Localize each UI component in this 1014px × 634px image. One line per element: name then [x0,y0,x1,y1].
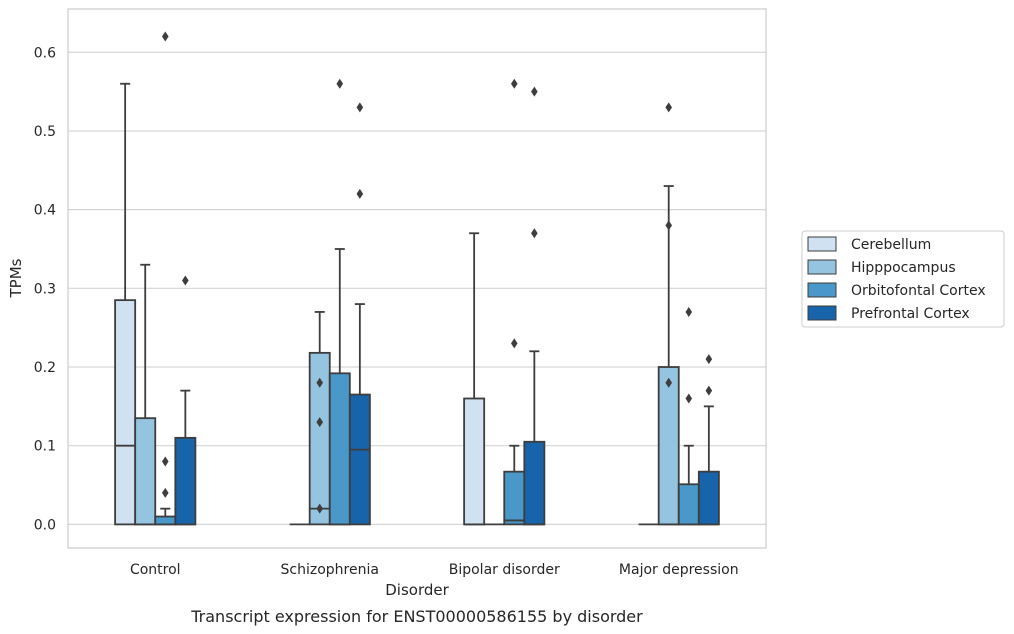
box-body [657,366,680,526]
outlier-point [316,503,324,514]
box-cerebellum [114,82,137,526]
x-tick-label: Control [130,562,181,578]
outlier-point [685,393,693,404]
outlier-point [531,228,538,239]
box-orbitofontal-cortex [328,78,351,526]
plot-frame [67,8,767,549]
box-body [677,483,700,526]
legend-swatch [807,259,837,275]
outlier-point [356,102,364,113]
y-axis-label: TPMs [7,258,25,298]
x-axis-label: Disorder [385,581,449,599]
box-body [463,397,486,526]
legend-frame [801,230,1005,328]
x-tick-label: Schizophrenia [281,562,379,578]
outlier-point [161,456,169,467]
box-plot-marks [114,31,720,526]
outlier-point [685,306,693,317]
box-hipppocampus [134,263,157,526]
box-prefrontal-cortex [348,102,371,526]
box-body [348,393,371,526]
box-body [174,436,197,526]
outlier-point [705,354,713,365]
y-tick-label: 0.5 [34,124,56,140]
y-tick-label: 0.3 [34,281,56,297]
outlier-point [356,188,364,199]
box-body [503,470,526,526]
y-axis-ticks: 0.0 0.1 0.2 0.3 0.4 0.5 0.6 [34,45,56,533]
y-tick-label: 0.1 [34,439,56,455]
box-orbitofontal-cortex [154,31,177,526]
box-hipppocampus [308,311,331,526]
box-prefrontal-cortex [174,275,197,526]
legend: Cerebellum Hipppocampus Orbitofontal Corte… [801,230,1005,328]
outlier-point [531,86,538,97]
box-body [114,299,137,526]
outlier-point [182,275,189,286]
legend-swatch [807,282,837,298]
box-body [328,372,351,526]
outlier-point [665,220,673,231]
box-cerebellum [463,232,486,526]
x-tick-label: Major depression [619,562,739,578]
y-tick-label: 0.0 [34,517,56,533]
legend-swatch [807,305,837,321]
outlier-point [665,102,673,113]
y-tick-label: 0.6 [34,45,56,61]
x-axis-ticks: Control Schizophrenia Bipolar disorder Majo… [130,562,739,578]
legend-label: Cerebellum [851,237,931,253]
box-body [697,470,720,526]
y-tick-label: 0.4 [34,203,56,219]
box-orbitofontal-cortex [677,306,700,526]
x-tick-label: Bipolar disorder [449,562,560,578]
legend-label: Orbitofontal Cortex [851,283,986,299]
outlier-point [161,31,169,42]
box-orbitofontal-cortex [503,78,526,526]
outlier-point [665,377,673,388]
legend-label: Prefrontal Cortex [851,306,970,322]
box-hipppocampus [657,102,680,526]
outlier-point [316,417,324,428]
y-tick-label: 0.2 [34,360,56,376]
chart-caption: Transcript expression for ENST0000058615… [190,607,643,626]
box-body [154,515,177,526]
outlier-point [316,377,324,388]
box-prefrontal-cortex [523,86,546,526]
outlier-point [705,385,713,396]
legend-swatch [807,236,837,252]
outlier-point [510,78,518,89]
box-prefrontal-cortex [697,354,720,526]
outlier-point [336,78,344,89]
outlier-point [510,338,518,349]
legend-label: Hipppocampus [851,260,956,276]
box-body [523,440,546,526]
outlier-point [161,487,169,498]
box-body [134,417,157,526]
